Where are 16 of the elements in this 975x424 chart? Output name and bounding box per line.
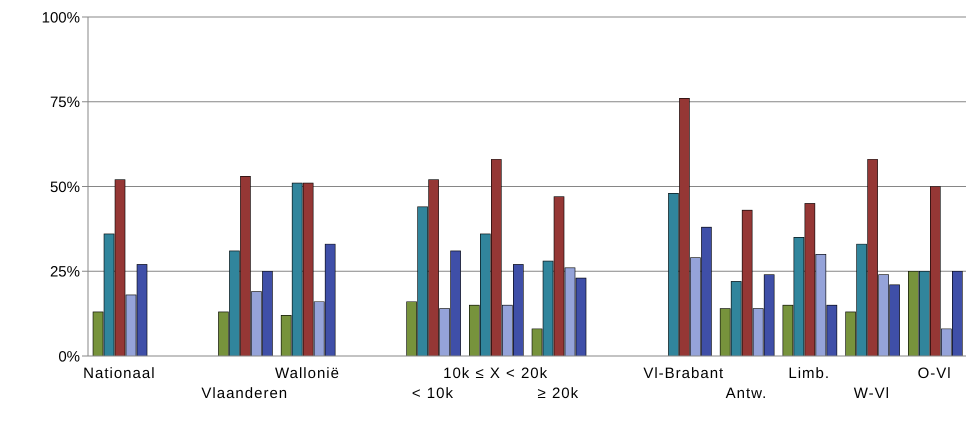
y-tick-label: 0% — [58, 348, 80, 366]
x-tick-label: Vl-Brabant — [643, 365, 724, 382]
x-tick-label: 10k ≤ X < 20k — [443, 365, 548, 382]
x-tick-label: ≥ 20k — [538, 385, 580, 402]
x-tick-label: W-Vl — [854, 385, 890, 402]
y-tick-label: 50% — [50, 178, 80, 196]
x-tick-label: O-Vl — [918, 365, 952, 382]
x-tick-label: Antw. — [726, 385, 768, 402]
y-tick-label: 75% — [50, 94, 80, 112]
x-tick-label: < 10k — [412, 385, 454, 402]
y-tick-label: 25% — [50, 264, 80, 281]
x-tick-label: Nationaal — [83, 365, 156, 382]
y-tick-label: 100% — [42, 9, 80, 26]
x-tick-label: Vlaanderen — [201, 385, 288, 402]
x-tick-label: Limb. — [788, 365, 830, 382]
x-tick-label: Wallonië — [275, 365, 340, 382]
